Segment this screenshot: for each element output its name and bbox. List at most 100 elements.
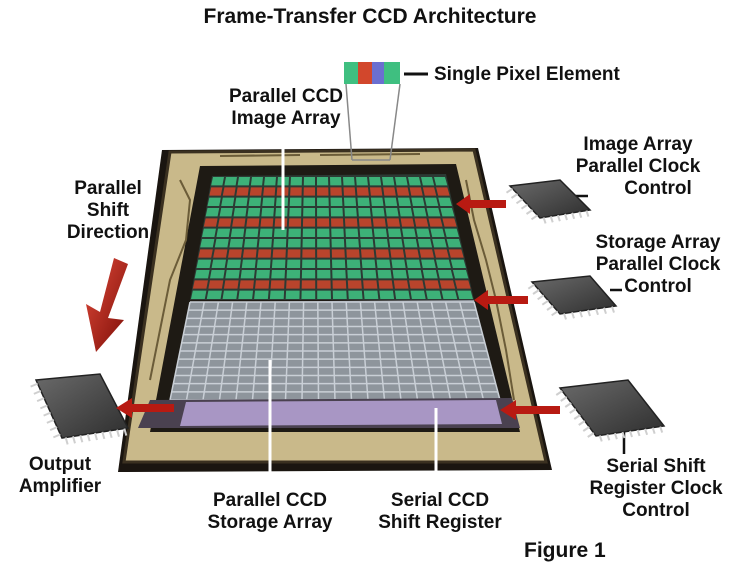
- image-pixel: [373, 228, 388, 237]
- storage-clock-chip: [527, 275, 618, 320]
- storage-clock-label-line1: Storage Array: [595, 232, 721, 253]
- image-pixel: [254, 290, 269, 299]
- image-pixel: [392, 270, 408, 279]
- chip-pin: [621, 431, 626, 439]
- image-pixel: [448, 249, 464, 258]
- chip-pin: [571, 311, 575, 319]
- image-pixel: [250, 177, 263, 186]
- image-pixel: [245, 228, 259, 237]
- image-pixel: [330, 208, 343, 217]
- image-pixel: [455, 280, 471, 289]
- image-pixel: [238, 290, 254, 299]
- storage-col-line: [202, 301, 220, 401]
- image-pixel: [303, 177, 316, 186]
- image-pixel: [362, 270, 377, 279]
- image-pixel: [358, 218, 372, 227]
- image-pixel: [411, 197, 425, 206]
- image-pixel: [421, 259, 436, 268]
- parallel-shift-arrow: [86, 258, 128, 352]
- image-pixel: [382, 177, 395, 186]
- image-pixel: [285, 290, 300, 299]
- chip-pin: [564, 213, 568, 221]
- image-pixel: [409, 280, 425, 289]
- serial-clock-chip-body: [558, 379, 666, 437]
- image-pixel: [346, 259, 361, 268]
- image-pixel: [270, 280, 285, 289]
- image-pixel: [363, 280, 378, 289]
- image-pixel: [375, 249, 390, 258]
- image-pixel: [390, 249, 405, 258]
- chip-pin: [563, 313, 567, 320]
- chip-pin: [515, 198, 524, 205]
- image-pixel: [347, 280, 362, 289]
- output-amp-label-line1: Output: [28, 454, 92, 475]
- image-pixel: [229, 239, 244, 248]
- image-pixel: [399, 208, 413, 217]
- image-pixel: [414, 218, 429, 227]
- image-array-label-line1: Parallel CCD: [228, 86, 344, 107]
- chip-pin: [72, 436, 76, 444]
- image-pixel: [290, 187, 302, 196]
- storage-col-line: [459, 301, 485, 401]
- image-pixel: [404, 249, 420, 258]
- image-pixel: [369, 177, 382, 186]
- image-pixel: [221, 197, 235, 206]
- image-pixel: [356, 177, 368, 186]
- image-pixel: [241, 259, 256, 268]
- image-pixel: [302, 249, 316, 258]
- chip-pin: [573, 414, 581, 420]
- image-pixel: [356, 187, 369, 196]
- image-pixel: [360, 239, 374, 248]
- image-pixel: [446, 239, 462, 248]
- image-pixel: [345, 228, 359, 237]
- chip-pin: [606, 434, 611, 441]
- image-pixel: [428, 218, 443, 227]
- image-pixel: [226, 259, 241, 268]
- image-clock-label: Image Array Parallel Clock Control: [548, 134, 728, 200]
- chip-pin: [39, 404, 48, 410]
- image-pixel: [211, 177, 224, 186]
- image-pixel: [192, 280, 208, 289]
- image-pixel: [370, 197, 384, 206]
- image-pixel: [216, 228, 231, 237]
- storage-clock-arrow: [474, 290, 528, 310]
- figure-label: Figure 1: [524, 539, 606, 562]
- image-pixel: [209, 270, 225, 279]
- image-pixel: [393, 280, 409, 289]
- image-pixel: [255, 280, 270, 289]
- image-pixel: [317, 228, 330, 237]
- image-pixel: [332, 280, 347, 289]
- image-pixel: [289, 197, 302, 206]
- image-pixel: [406, 259, 421, 268]
- image-pixel: [207, 197, 221, 206]
- image-pixel: [191, 290, 207, 299]
- image-pixel: [303, 208, 316, 217]
- single-pixel-blue: [372, 62, 384, 84]
- image-pixel: [263, 187, 276, 196]
- image-pixel: [344, 218, 358, 227]
- storage-col-line: [169, 301, 191, 401]
- image-pixel: [287, 259, 301, 268]
- image-pixel: [247, 208, 261, 217]
- image-pixel: [331, 228, 344, 237]
- image-pixel: [219, 208, 233, 217]
- output-arrow: [116, 398, 174, 418]
- chip-pin: [108, 430, 113, 439]
- image-pixel: [343, 187, 356, 196]
- image-pixel: [228, 249, 243, 258]
- storage-clock-label-line2: Parallel Clock: [595, 254, 721, 275]
- image-clock-chip-body: [508, 179, 592, 219]
- image-pixel: [386, 218, 401, 227]
- image-pixel: [426, 208, 441, 217]
- single-pixel-label: Single Pixel Element: [434, 64, 620, 85]
- image-pixel: [348, 290, 363, 299]
- image-clock-label-line1: Image Array: [583, 134, 693, 155]
- image-pixel: [302, 228, 316, 237]
- chip-pin: [510, 193, 519, 199]
- image-pixel: [317, 259, 331, 268]
- image-pixel: [237, 177, 250, 186]
- image-pixel: [317, 208, 329, 217]
- image-pixel: [397, 197, 411, 206]
- image-pixel: [214, 239, 229, 248]
